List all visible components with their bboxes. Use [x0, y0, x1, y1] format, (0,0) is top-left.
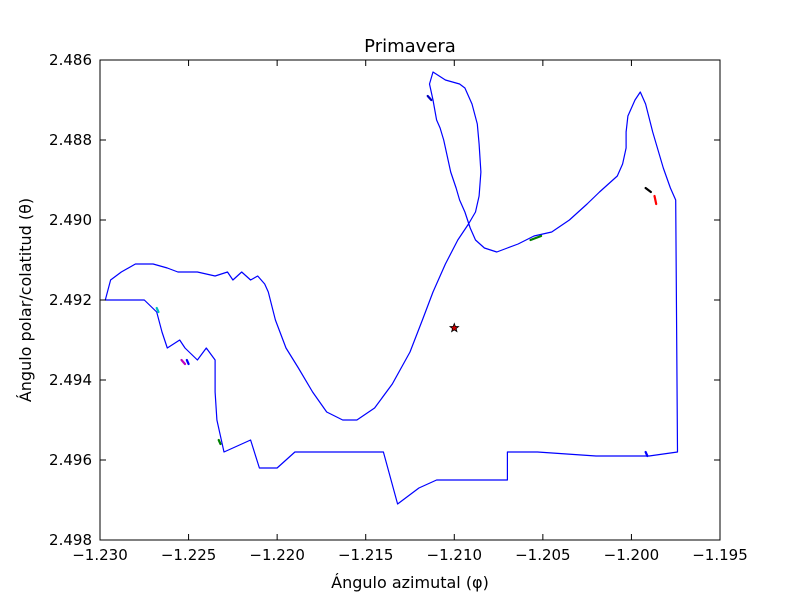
- track-segment: [426, 94, 433, 102]
- track-segment: [185, 358, 190, 366]
- x-tick-label: −1.225: [161, 546, 217, 564]
- x-axis: −1.230 −1.225 −1.220 −1.215 −1.210 −1.205 −1.2…: [72, 60, 748, 564]
- y-tick-label: 2.488: [49, 131, 92, 149]
- track-segment: [653, 194, 658, 206]
- plot-frame: [99, 59, 721, 541]
- x-tick-label: −1.210: [427, 546, 483, 564]
- y-tick-label: 2.496: [49, 451, 92, 469]
- y-tick-label: 2.490: [49, 211, 92, 229]
- y-tick-label: 2.498: [49, 531, 92, 549]
- boundary-line: [104, 71, 679, 505]
- track-segment: [529, 234, 543, 242]
- x-tick-label: −1.205: [515, 546, 571, 564]
- x-tick-label: −1.215: [338, 546, 394, 564]
- y-tick-label: 2.494: [49, 371, 92, 389]
- y-axis: 2.486 2.488 2.490 2.492 2.494 2.496 2.498: [49, 51, 720, 549]
- plot-area: [104, 71, 679, 505]
- track-segment: [155, 306, 160, 314]
- track-segment: [180, 358, 187, 366]
- x-tick-label: −1.230: [72, 546, 128, 564]
- x-tick-label: −1.200: [604, 546, 660, 564]
- y-axis-label: Ángulo polar/colatitud (θ): [16, 198, 35, 402]
- x-axis-label: Ángulo azimutal (φ): [331, 573, 489, 592]
- track-segment: [644, 186, 653, 194]
- center-star-marker: [448, 322, 460, 333]
- y-tick-label: 2.492: [49, 291, 92, 309]
- x-tick-label: −1.220: [249, 546, 305, 564]
- track-segment: [644, 450, 649, 458]
- x-tick-label: −1.195: [692, 546, 748, 564]
- y-tick-label: 2.486: [49, 51, 92, 69]
- track-segment: [217, 438, 222, 446]
- chart-title: Primavera: [364, 36, 456, 57]
